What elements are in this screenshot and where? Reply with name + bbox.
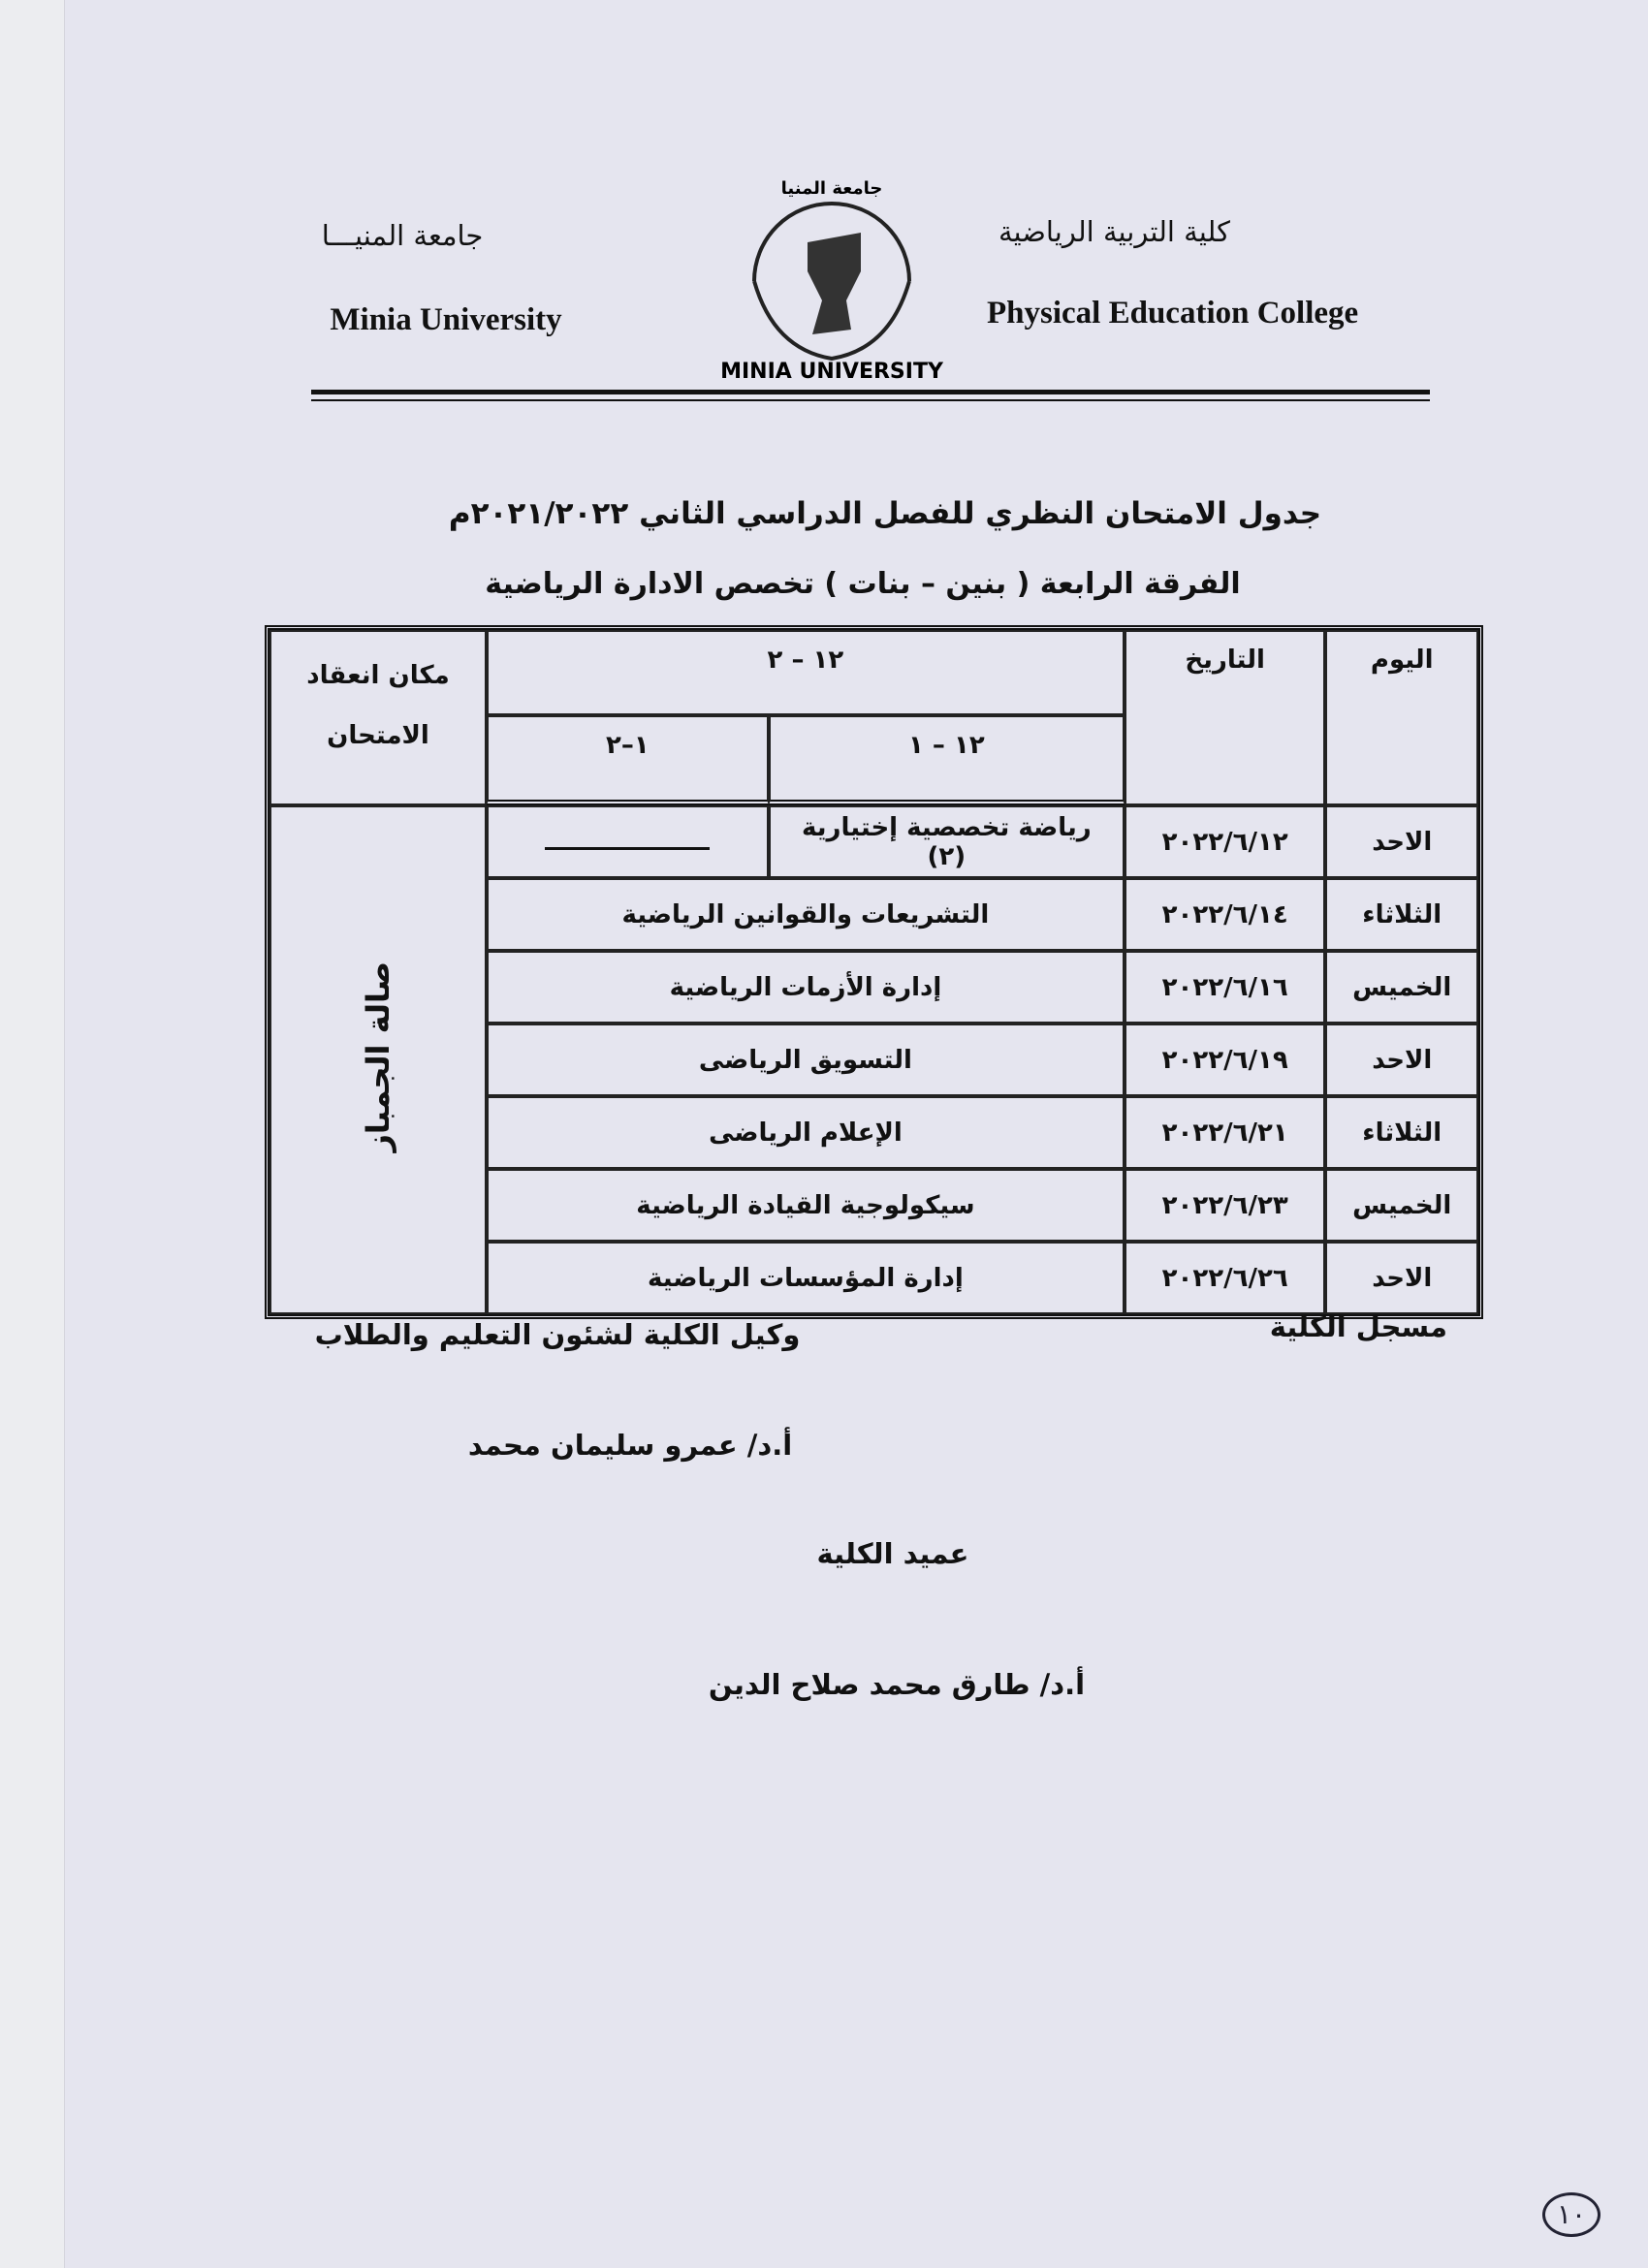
- registrar: مسجل الكلية: [1269, 1310, 1447, 1343]
- date-cell: ٢٠٢٢/٦/٢١: [1124, 1096, 1326, 1169]
- date-cell: ٢٠٢٢/٦/٢٣: [1124, 1169, 1326, 1242]
- subject-cell: سيكولوجية القيادة الرياضية: [486, 1169, 1125, 1242]
- day-cell: الثلاثاء: [1325, 878, 1478, 951]
- logo: جامعة المنيا MINIA UNIVERSITY: [720, 178, 944, 384]
- table-row: الاحد ٢٠٢٢/٦/٢٦ إدارة المؤسسات الرياضية: [269, 1242, 1478, 1314]
- date-cell: ٢٠٢٢/٦/١٩: [1124, 1024, 1326, 1096]
- table-body: الاحد ٢٠٢٢/٦/١٢ رياضة تخصصية إختيارية (٢) ص…: [269, 805, 1478, 1314]
- table-row: الخميس ٢٠٢٢/٦/١٦ إدارة الأزمات الرياضية: [269, 951, 1478, 1024]
- subject-cell: التسويق الرياضى: [486, 1024, 1125, 1096]
- subject-cell: الإعلام الرياضى: [486, 1096, 1125, 1169]
- location-text: صالة الجمباز: [359, 961, 396, 1152]
- dean-name: أ.د/ طارق محمد صلاح الدين: [708, 1668, 1086, 1701]
- date-cell: ٢٠٢٢/٦/١٦: [1124, 951, 1326, 1024]
- header-rule: [311, 390, 1430, 394]
- table-row: الخميس ٢٠٢٢/٦/٢٣ سيكولوجية القيادة الرياضي…: [269, 1169, 1478, 1242]
- header-date: التاريخ: [1124, 630, 1326, 805]
- logo-top: جامعة المنيا: [781, 178, 883, 199]
- date-cell: ٢٠٢٢/٦/٢٦: [1124, 1242, 1326, 1314]
- date-cell: ٢٠٢٢/٦/١٢: [1124, 805, 1326, 878]
- college-ar: كلية التربية الرياضية: [998, 215, 1230, 248]
- table-row: الاحد ٢٠٢٢/٦/١٢ رياضة تخصصية إختيارية (٢) ص…: [269, 805, 1478, 1314]
- logo-arc: [752, 280, 911, 362]
- logo-arc: [752, 202, 911, 282]
- header-rule: [311, 399, 1430, 401]
- dean-title: عميد الكلية: [816, 1537, 969, 1570]
- page-number: ١٠: [1542, 2192, 1600, 2237]
- header-time-first: ١٢ – ١: [768, 715, 1125, 805]
- table-row: الاحد ٢٠٢٢/٦/١٩ التسويق الرياضى: [269, 1024, 1478, 1096]
- empty-cell: [486, 805, 769, 878]
- date-cell: ٢٠٢٢/٦/١٤: [1124, 878, 1326, 951]
- college-en: Physical Education College: [987, 296, 1359, 331]
- university-ar: جامعة المنيـــا: [321, 219, 484, 252]
- subject-cell: التشريعات والقوانين الرياضية: [486, 878, 1125, 951]
- header-time: ١٢ – ٢: [486, 630, 1125, 715]
- university-en: Minia University: [330, 302, 562, 337]
- exam-table: اليوم التاريخ ١٢ – ٢ مكان انعقاد الامتحا…: [265, 625, 1483, 1319]
- dash-line: [545, 846, 711, 850]
- header-location: مكان انعقاد الامتحان: [269, 630, 487, 805]
- subject-cell: إدارة المؤسسات الرياضية: [486, 1242, 1125, 1314]
- day-cell: الاحد: [1325, 1024, 1478, 1096]
- table-row: الثلاثاء ٢٠٢٢/٦/٢١ الإعلام الرياضى: [269, 1096, 1478, 1169]
- day-cell: الخميس: [1325, 1169, 1478, 1242]
- scan-edge: [0, 0, 65, 2268]
- vice-dean-name: أ.د/ عمرو سليمان محمد: [467, 1429, 793, 1462]
- logo-bust: [808, 233, 861, 334]
- day-cell: الثلاثاء: [1325, 1096, 1478, 1169]
- location-cell: صالة الجمباز: [269, 805, 487, 1314]
- day-cell: الاحد: [1325, 1242, 1478, 1314]
- title-line1: جدول الامتحان النظري للفصل الدراسي الثان…: [448, 496, 1322, 531]
- subject-cell: إدارة الأزمات الرياضية: [486, 951, 1125, 1024]
- logo-bottom: MINIA UNIVERSITY: [720, 360, 944, 384]
- header-time-second: ١–٢: [486, 715, 769, 805]
- subject-cell: رياضة تخصصية إختيارية (٢): [768, 805, 1125, 878]
- day-cell: الاحد: [1325, 805, 1478, 878]
- header-day: اليوم: [1325, 630, 1478, 805]
- day-cell: الخميس: [1325, 951, 1478, 1024]
- title-line2: الفرقة الرابعة ( بنين – بنات ) تخصص الاد…: [485, 567, 1241, 601]
- vice-dean-title: وكيل الكلية لشئون التعليم والطلاب: [314, 1318, 801, 1351]
- table-row: الثلاثاء ٢٠٢٢/٦/١٤ التشريعات والقوانين الر…: [269, 878, 1478, 951]
